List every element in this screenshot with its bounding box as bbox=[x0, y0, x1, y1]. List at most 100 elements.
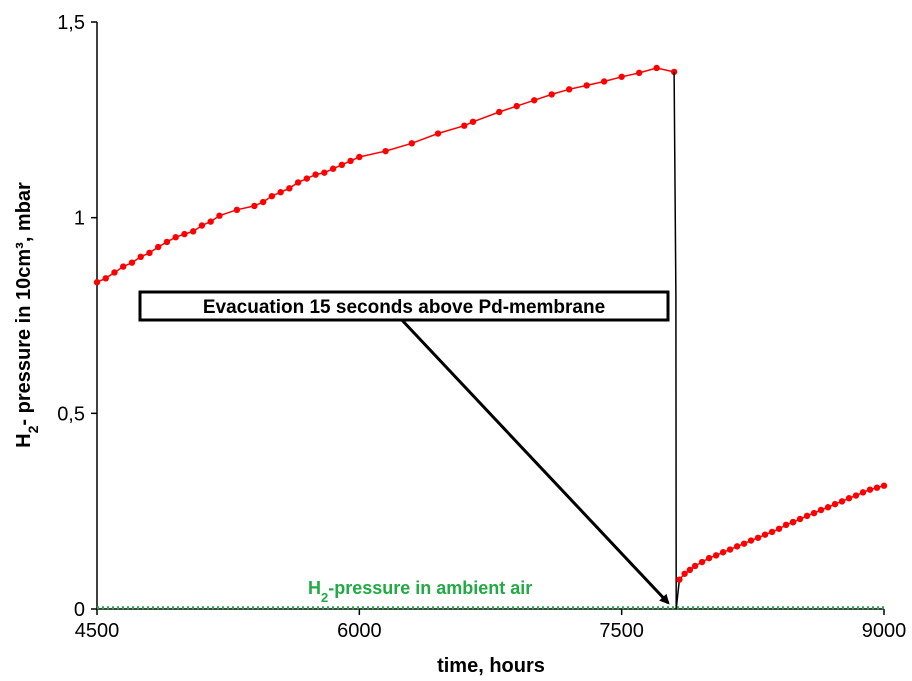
data-point bbox=[719, 549, 727, 556]
data-point bbox=[747, 537, 755, 544]
data-point bbox=[172, 234, 179, 241]
data-point bbox=[137, 253, 144, 260]
data-point bbox=[155, 243, 162, 251]
annotation-arrow bbox=[398, 316, 670, 605]
ambient-h-symbol: H bbox=[308, 578, 321, 598]
before-evacuation-series bbox=[93, 64, 678, 286]
data-point bbox=[817, 506, 825, 514]
data-point bbox=[146, 249, 153, 257]
annotation-box bbox=[138, 290, 670, 322]
data-point bbox=[796, 515, 804, 523]
y-title-subscript: 2 bbox=[25, 425, 41, 433]
data-point bbox=[531, 97, 538, 104]
data-point bbox=[761, 531, 769, 538]
data-point bbox=[676, 576, 683, 583]
data-point bbox=[303, 175, 311, 182]
data-point bbox=[566, 86, 573, 93]
data-point bbox=[831, 500, 839, 508]
data-point bbox=[294, 179, 302, 186]
data-point bbox=[469, 118, 477, 125]
data-point bbox=[859, 489, 867, 496]
data-point bbox=[163, 238, 171, 246]
data-point bbox=[705, 554, 713, 562]
data-point bbox=[111, 269, 118, 276]
data-point bbox=[852, 492, 860, 499]
data-point bbox=[873, 484, 881, 491]
data-point bbox=[866, 486, 874, 493]
data-point bbox=[233, 206, 241, 214]
data-point bbox=[768, 528, 776, 536]
data-point bbox=[434, 130, 442, 137]
data-point bbox=[653, 64, 660, 72]
data-point bbox=[726, 546, 734, 553]
data-point bbox=[347, 157, 354, 165]
y-title-h: H bbox=[13, 433, 35, 447]
data-point bbox=[120, 263, 127, 270]
data-point bbox=[277, 189, 284, 196]
data-point bbox=[635, 69, 643, 77]
x-tick-label: 4500 bbox=[75, 620, 120, 642]
data-point bbox=[513, 102, 520, 110]
ambient-rest: -pressure in ambient air bbox=[328, 578, 532, 598]
data-point bbox=[838, 498, 846, 505]
data-point bbox=[382, 147, 389, 155]
data-point bbox=[686, 566, 694, 574]
y-ticks: 0 0,5 1 1,5 bbox=[57, 12, 97, 621]
data-point bbox=[691, 562, 699, 570]
after-line bbox=[678, 484, 885, 581]
x-ticks: 4500 6000 7500 9000 bbox=[75, 609, 907, 642]
ambient-subscript: 2 bbox=[321, 590, 328, 605]
data-point bbox=[880, 482, 888, 489]
data-point bbox=[102, 275, 109, 282]
data-point bbox=[198, 222, 206, 229]
data-point bbox=[600, 78, 608, 85]
data-point bbox=[782, 521, 790, 529]
data-point bbox=[189, 228, 197, 235]
data-point bbox=[775, 525, 783, 532]
y-tick-label: 0,5 bbox=[57, 403, 85, 425]
data-point bbox=[93, 279, 101, 286]
annotation-ambient-text: H2-pressure in ambient air bbox=[308, 578, 532, 605]
data-point bbox=[408, 140, 415, 147]
data-point bbox=[824, 504, 832, 511]
drop-line bbox=[673, 71, 681, 610]
annotation-evacuation-text: Evacuation 15 seconds above Pd-membrane bbox=[203, 297, 605, 318]
data-point bbox=[789, 518, 797, 526]
data-point bbox=[754, 534, 762, 541]
data-point bbox=[670, 68, 678, 76]
data-point bbox=[583, 82, 590, 89]
data-point bbox=[618, 73, 625, 80]
x-tick-label: 7500 bbox=[599, 620, 644, 642]
data-point bbox=[329, 165, 337, 172]
data-point bbox=[207, 218, 214, 225]
data-point bbox=[733, 543, 741, 550]
y-tick-label: 1,5 bbox=[57, 12, 85, 34]
data-point bbox=[312, 171, 319, 178]
y-tick-label: 0 bbox=[74, 599, 85, 621]
y-axis-title: H2- pressure in 10cm³, mbar bbox=[13, 182, 41, 448]
before-line bbox=[96, 67, 675, 283]
data-point bbox=[259, 198, 267, 206]
after-evacuation-series bbox=[676, 482, 888, 583]
y-title-rest: - pressure in 10cm³, mbar bbox=[13, 182, 35, 426]
data-point bbox=[338, 161, 346, 169]
data-point bbox=[268, 192, 276, 200]
data-point bbox=[740, 540, 748, 547]
x-tick-label: 9000 bbox=[862, 620, 907, 642]
data-point bbox=[810, 509, 818, 517]
data-point bbox=[803, 512, 811, 520]
data-point bbox=[356, 153, 363, 161]
data-point bbox=[128, 259, 136, 266]
data-point bbox=[286, 185, 293, 192]
data-point bbox=[181, 230, 188, 238]
data-point bbox=[321, 169, 328, 176]
data-point bbox=[216, 212, 223, 219]
x-axis-title: time, hours bbox=[437, 655, 545, 677]
y-tick-label: 1 bbox=[74, 208, 85, 230]
data-point bbox=[251, 202, 258, 210]
data-point bbox=[681, 570, 688, 577]
data-point bbox=[496, 108, 503, 116]
data-point bbox=[845, 495, 853, 502]
data-point bbox=[698, 558, 706, 566]
